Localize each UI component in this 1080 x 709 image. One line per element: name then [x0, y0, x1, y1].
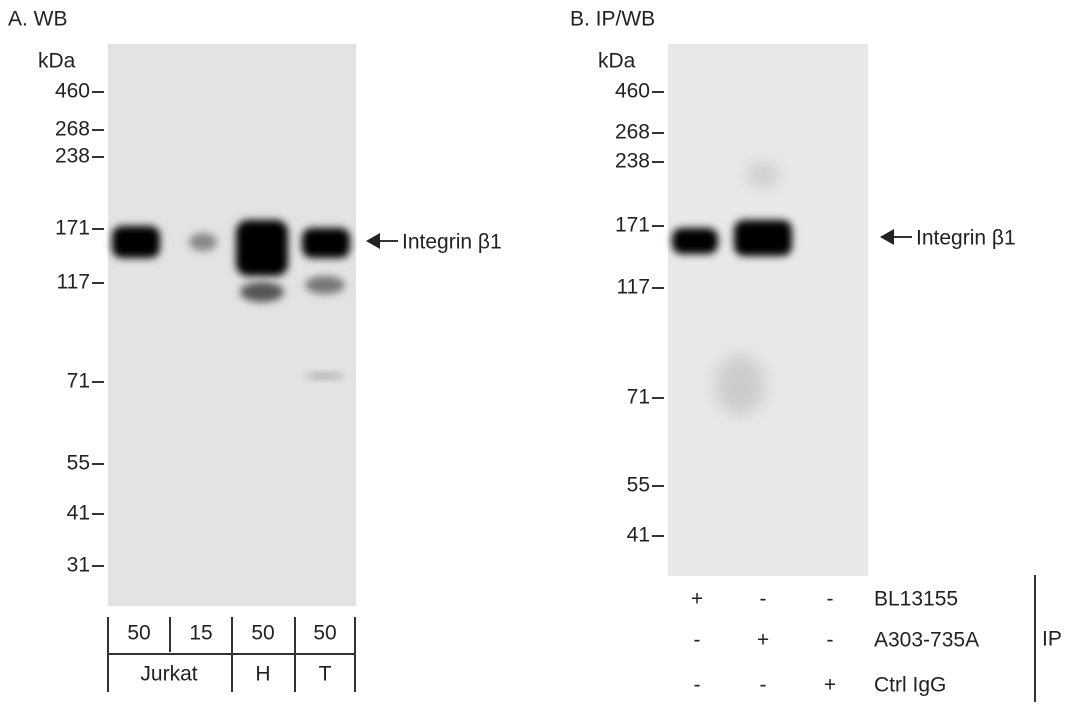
- row-label: BL13155: [874, 588, 958, 611]
- markers: 460 268 238 171 117 71 55 41: [615, 80, 664, 547]
- marker-label: 268: [55, 118, 90, 141]
- marker-label: 71: [67, 370, 90, 393]
- sign: -: [694, 674, 701, 697]
- row-label: Ctrl IgG: [874, 674, 946, 697]
- group: T: [319, 663, 332, 686]
- markers: 460 268 238 171 117 71 55 41 31: [55, 80, 104, 577]
- sign: +: [824, 674, 836, 697]
- panel-title: B. IP/WB: [570, 8, 655, 31]
- load: 50: [127, 622, 150, 645]
- marker-label: 31: [67, 554, 90, 577]
- marker-label: 171: [55, 217, 90, 240]
- sign: -: [760, 588, 767, 611]
- row-label: A303-735A: [874, 629, 979, 652]
- unit-label: kDa: [598, 50, 636, 73]
- sign: -: [694, 629, 701, 652]
- bands: [672, 163, 792, 415]
- marker-label: 55: [67, 452, 90, 475]
- target-label: Integrin β1: [916, 227, 1016, 250]
- load-table: [107, 617, 356, 692]
- load: 50: [251, 622, 274, 645]
- blot: [108, 44, 356, 606]
- ip-table: + - - BL13155 - + - A303-735A - - + Ctrl IgG: [691, 588, 979, 697]
- sign: -: [827, 629, 834, 652]
- sign: +: [691, 588, 703, 611]
- marker-label: 238: [615, 150, 650, 173]
- marker-label: 460: [615, 80, 650, 103]
- marker-label: 171: [615, 214, 650, 237]
- marker-label: 41: [627, 524, 650, 547]
- target-label: Integrin β1: [402, 231, 502, 254]
- bands: [112, 220, 350, 379]
- group: Jurkat: [140, 663, 197, 686]
- marker-label: 238: [55, 145, 90, 168]
- arrow-head: [880, 229, 894, 245]
- load: 50: [313, 622, 336, 645]
- marker-label: 117: [617, 276, 650, 299]
- marker-label: 460: [55, 80, 90, 103]
- marker-label: 71: [627, 386, 650, 409]
- arrow-head: [366, 233, 380, 249]
- group: H: [255, 663, 270, 686]
- sign: +: [757, 629, 769, 652]
- marker-label: 55: [627, 474, 650, 497]
- marker-label: 41: [67, 502, 90, 525]
- marker-label: 268: [615, 121, 650, 144]
- ip-label: IP: [1042, 628, 1062, 651]
- load: 15: [189, 622, 212, 645]
- sign: -: [827, 588, 834, 611]
- panel-title: A. WB: [8, 8, 68, 31]
- marker-label: 117: [57, 271, 90, 294]
- blot: [668, 44, 868, 576]
- unit-label: kDa: [38, 50, 76, 73]
- sign: -: [760, 674, 767, 697]
